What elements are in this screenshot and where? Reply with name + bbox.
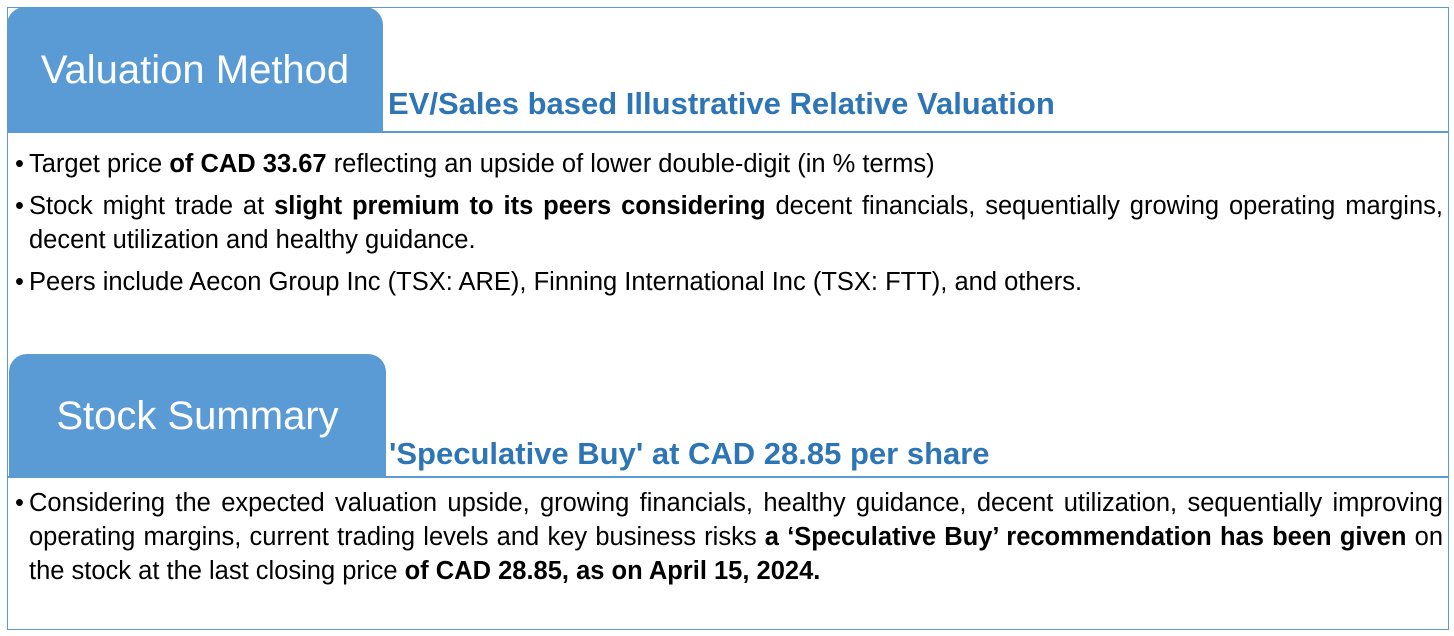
bold-text-run: of CAD 28.85, as on April 15, 2024. [404, 557, 821, 585]
bullet-icon: • [15, 489, 24, 517]
bullet-text: Considering the expected valuation upsid… [29, 486, 1443, 588]
bullet-text: Stock might trade at slight premium to i… [29, 189, 1443, 257]
stock-summary-tab: Stock Summary [9, 354, 386, 478]
text-run: Stock might trade at [29, 192, 275, 220]
valuation-bullet-list: • Target price of CAD 33.67 reflecting a… [15, 147, 1443, 307]
section-divider [7, 131, 1449, 133]
text-run: on the stock at the last closing price [29, 523, 1443, 585]
bullet-icon: • [15, 192, 24, 220]
valuation-subtitle: EV/Sales based Illustrative Relative Val… [388, 86, 1055, 121]
section-divider [7, 476, 1449, 478]
bullet-icon: • [15, 268, 24, 296]
valuation-method-tab: Valuation Method [7, 7, 383, 133]
text-run: decent financials, sequentially growing … [29, 192, 1443, 254]
list-item: • Considering the expected valuation ups… [15, 486, 1443, 588]
stock-summary-title: Stock Summary [56, 393, 339, 438]
list-item: • Peers include Aecon Group Inc (TSX: AR… [15, 265, 1443, 299]
text-run: Target price [29, 150, 170, 178]
bold-text-run: of CAD 33.67 [169, 150, 327, 178]
text-run: Considering the expected valuation upsid… [29, 489, 1443, 551]
summary-subtitle: 'Speculative Buy' at CAD 28.85 per share [389, 436, 990, 471]
report-frame [7, 7, 1449, 630]
bullet-text: Peers include Aecon Group Inc (TSX: ARE)… [29, 265, 1443, 299]
bullet-icon: • [15, 150, 24, 178]
valuation-method-title: Valuation Method [40, 47, 350, 92]
text-run: reflecting an upside of lower double-dig… [326, 150, 935, 178]
bullet-text: Target price of CAD 33.67 reflecting an … [29, 147, 1443, 181]
text-run: Peers include Aecon Group Inc (TSX: ARE)… [29, 268, 1083, 296]
summary-bullet-list: • Considering the expected valuation ups… [15, 486, 1443, 596]
list-item: • Stock might trade at slight premium to… [15, 189, 1443, 257]
bold-text-run: slight premium to its peers considering [274, 192, 766, 220]
list-item: • Target price of CAD 33.67 reflecting a… [15, 147, 1443, 181]
bold-text-run: a ‘Speculative Buy’ recommendation has b… [764, 523, 1407, 551]
